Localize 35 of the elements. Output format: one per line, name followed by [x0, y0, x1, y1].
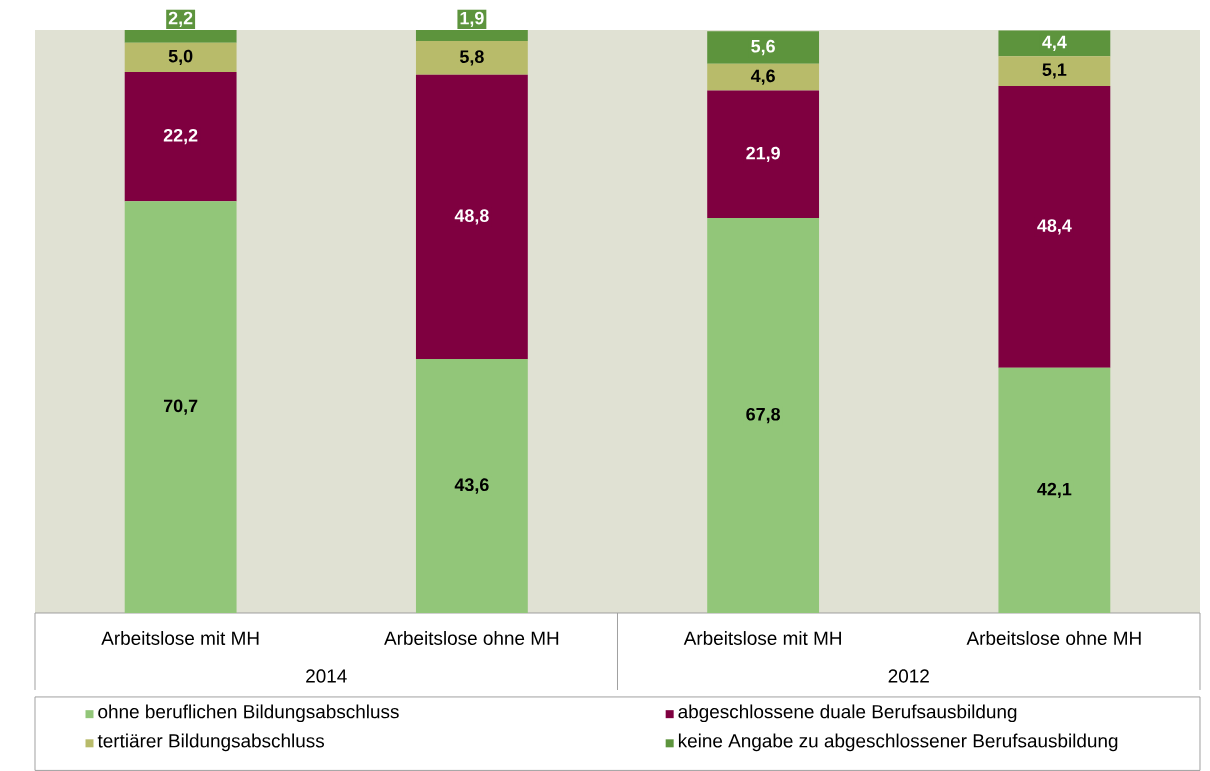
data-label: 21,9: [746, 146, 780, 163]
x-tick-label: Arbeitslose ohne MH: [966, 631, 1141, 645]
data-label: 42,1: [1037, 482, 1072, 499]
bar: [124, 201, 237, 614]
bar: [707, 90, 820, 219]
data-label: 5,8: [459, 50, 484, 66]
data-label: 67,8: [746, 407, 781, 424]
data-label: 43,6: [454, 478, 489, 494]
data-label: 5,0: [168, 49, 193, 66]
data-label: 1,9: [460, 11, 484, 28]
bar: [415, 359, 528, 614]
text: 2012: [888, 669, 929, 683]
bar: [707, 31, 820, 64]
bar: [124, 71, 237, 202]
data-label: 4,6: [750, 69, 775, 85]
x-tick-label: Arbeitslose mit MH: [683, 631, 841, 645]
bar: [998, 367, 1111, 614]
x-tick-label: Arbeitslose mit MH: [101, 631, 259, 645]
legend-label: ohne beruflichen Bildungsabschluss: [98, 704, 399, 723]
legend-label: tertiärer Bildungsabschluss: [97, 733, 325, 752]
data-label: 70,7: [163, 399, 198, 415]
legend-label: keine Angabe zu abgeschlossener Berufsausbildung: [678, 733, 1118, 752]
data-label: 48,4: [1037, 219, 1072, 235]
data-label: 22,2: [163, 128, 198, 145]
data-label: 4,4: [1042, 35, 1067, 52]
bar: [998, 85, 1111, 368]
data-label: 5,1: [1042, 63, 1067, 79]
legend-label: abgeschlossene duale Berufsausbildung: [678, 704, 1017, 723]
data-label: 2,2: [168, 11, 193, 28]
data-label: 48,8: [454, 209, 489, 225]
text: 2014: [306, 669, 347, 683]
data-label: 5,6: [751, 39, 775, 56]
x-tick-label: Arbeitslose ohne MH: [384, 631, 559, 645]
bar: [707, 218, 820, 614]
bar: [415, 74, 528, 360]
